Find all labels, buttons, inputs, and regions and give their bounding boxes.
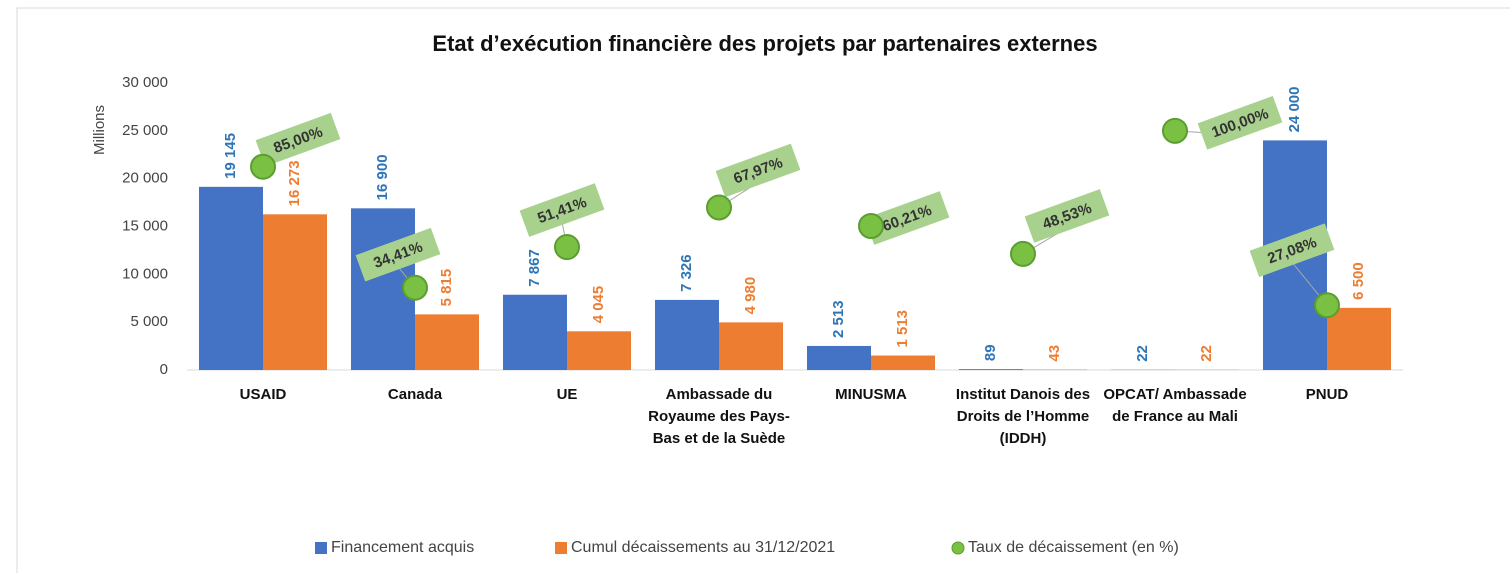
legend-swatch [315, 542, 327, 554]
percent-label-box [1024, 189, 1110, 243]
legend-label: Taux de décaissement (en %) [968, 539, 1179, 556]
data-label: 7 326 [678, 254, 695, 292]
data-label: 16 273 [286, 160, 303, 206]
data-label: 7 867 [526, 249, 543, 287]
data-label: 19 145 [222, 133, 239, 179]
y-tick-label: 30 000 [122, 74, 168, 91]
data-label: 1 513 [894, 310, 911, 348]
percent-label: 48,53% [1024, 189, 1110, 243]
data-label: 22 [1198, 345, 1215, 362]
percent-label-box [715, 143, 801, 198]
chart-frame [16, 7, 1510, 573]
point [1010, 240, 1036, 267]
data-label: 24 000 [1286, 87, 1303, 133]
legend-swatch [555, 542, 567, 554]
bar [567, 331, 631, 370]
x-tick-label: PNUD [1305, 386, 1349, 403]
point [1162, 117, 1188, 144]
x-tick-label: Canada [387, 386, 443, 403]
data-label: 2 513 [830, 300, 847, 338]
point [250, 153, 276, 180]
data-label: 43 [1046, 345, 1063, 362]
bar [807, 345, 871, 370]
percent-label-box [1197, 95, 1283, 150]
point [1314, 292, 1340, 319]
x-tick-label: MINUSMA [835, 386, 907, 403]
bar [415, 314, 479, 370]
x-tick-label: Ambassade du Royaume des Pays-Bas et de … [648, 386, 790, 447]
y-tick-label: 5 000 [130, 313, 168, 330]
bar [655, 299, 719, 370]
data-label: 22 [1134, 345, 1151, 362]
percent-label: 51,41% [519, 183, 605, 237]
bar [959, 369, 1023, 370]
y-axis-label: Millions [91, 105, 108, 155]
percent-label-box [519, 183, 605, 237]
bar [719, 322, 783, 370]
point [858, 212, 884, 239]
x-tick-label: OPCAT/ Ambassade de France au Mali [1103, 386, 1247, 425]
data-label: 89 [982, 344, 999, 361]
data-label: 4 045 [590, 286, 607, 324]
percent-label-box [355, 227, 441, 282]
chart-title: Etat d’exécution financière des projets … [432, 31, 1097, 56]
point [402, 274, 428, 301]
y-tick-label: 25 000 [122, 122, 168, 139]
y-tick-label: 15 000 [122, 217, 168, 234]
y-tick-label: 10 000 [122, 265, 168, 282]
percent-label: 67,97% [715, 143, 801, 198]
y-tick-label: 0 [160, 361, 168, 378]
point [554, 234, 580, 261]
legend-label: Cumul décaissements au 31/12/2021 [571, 539, 835, 556]
point [706, 194, 732, 221]
x-tick-label: UE [556, 386, 578, 403]
y-tick-label: 20 000 [122, 170, 168, 187]
data-label: 16 900 [374, 154, 391, 200]
bar [871, 355, 935, 370]
percent-label-box [1249, 223, 1335, 278]
legend-label: Financement acquis [331, 539, 474, 556]
data-label: 6 500 [1350, 262, 1367, 300]
x-tick-label: Institut Danois des Droits de l’Homme (I… [955, 386, 1091, 447]
data-label: 4 980 [742, 277, 759, 315]
percent-label-box [864, 191, 950, 245]
x-tick-label: USAID [239, 386, 287, 403]
bar [199, 186, 263, 370]
bar [503, 294, 567, 370]
bar [1327, 307, 1391, 370]
bar [263, 214, 327, 370]
data-label: 5 815 [438, 269, 455, 307]
percent-label-box [255, 112, 341, 167]
legend-swatch [951, 541, 965, 555]
